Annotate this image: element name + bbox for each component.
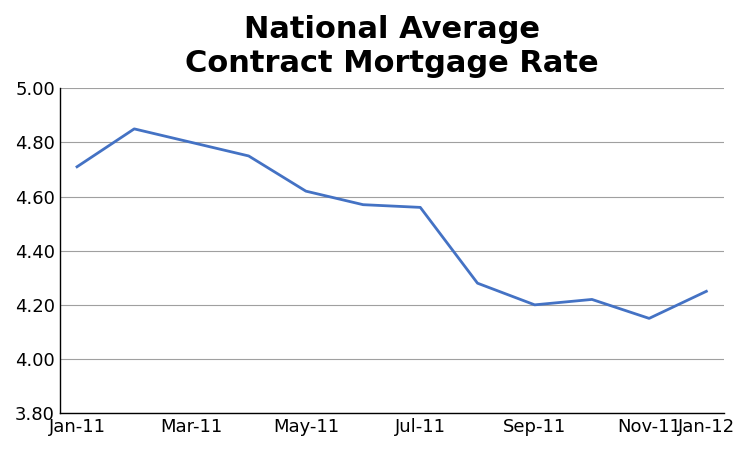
Title: National Average
Contract Mortgage Rate: National Average Contract Mortgage Rate: [185, 15, 599, 78]
